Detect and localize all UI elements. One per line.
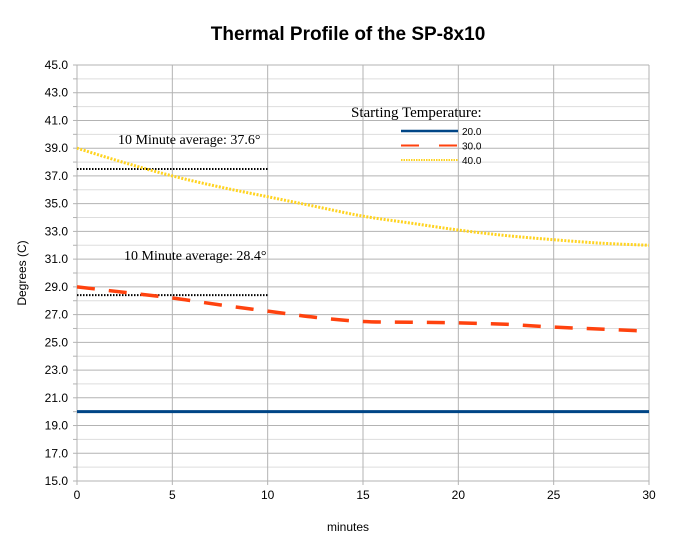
legend-label: 40.0 [462,156,482,167]
annotations: 10 Minute average: 37.6° 10 Minute averag… [77,133,268,297]
series-line-30.0 [76,285,650,333]
y-axis-label: Degrees (C) [15,240,29,305]
x-tick-label: 0 [74,488,81,502]
y-tick-label: 41.0 [45,113,69,127]
y-tick-label: 29.0 [45,280,69,294]
legend-label: 30.0 [462,142,482,153]
x-tick-label: 15 [356,488,370,502]
y-tick-label: 33.0 [45,224,69,238]
average-label: 10 Minute average: 28.4° [124,249,266,264]
y-tick-label: 39.0 [45,141,69,155]
grid [73,64,650,485]
tick-labels: 15.0 17.0 19.0 21.0 23.0 25.0 27.0 29.0 31.0 33.0… [45,58,656,502]
legend-title: Starting Temperature: [351,105,482,121]
x-tick-label: 25 [547,488,561,502]
y-tick-label: 21.0 [45,391,69,405]
series-line-40.0 [76,146,650,247]
y-tick-label: 25.0 [45,335,69,349]
y-tick-label: 45.0 [45,58,69,72]
legend-label: 20.0 [462,127,482,138]
x-tick-label: 10 [261,488,275,502]
x-tick-label: 30 [642,488,656,502]
series-group [76,146,650,414]
y-tick-label: 37.0 [45,169,69,183]
y-tick-label: 43.0 [45,86,69,100]
y-tick-label: 31.0 [45,252,69,266]
y-tick-label: 23.0 [45,363,69,377]
y-tick-label: 19.0 [45,419,69,433]
average-label: 10 Minute average: 37.6° [118,133,260,148]
x-axis-label: minutes [327,520,369,534]
y-tick-label: 27.0 [45,308,69,322]
y-tick-label: 35.0 [45,197,69,211]
x-tick-label: 5 [169,488,176,502]
y-tick-label: 15.0 [45,474,69,488]
chart-title: Thermal Profile of the SP-8x10 [211,24,486,45]
legend: Starting Temperature: 20.0 30.0 40.0 [351,105,482,167]
x-tick-label: 20 [452,488,466,502]
y-tick-label: 17.0 [45,446,69,460]
